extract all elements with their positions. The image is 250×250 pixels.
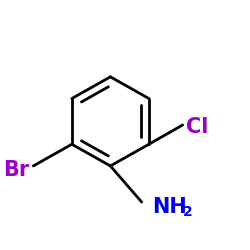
Text: 2: 2 <box>182 205 192 219</box>
Text: NH: NH <box>152 197 187 217</box>
Text: Cl: Cl <box>186 118 208 138</box>
Text: Br: Br <box>4 160 30 180</box>
